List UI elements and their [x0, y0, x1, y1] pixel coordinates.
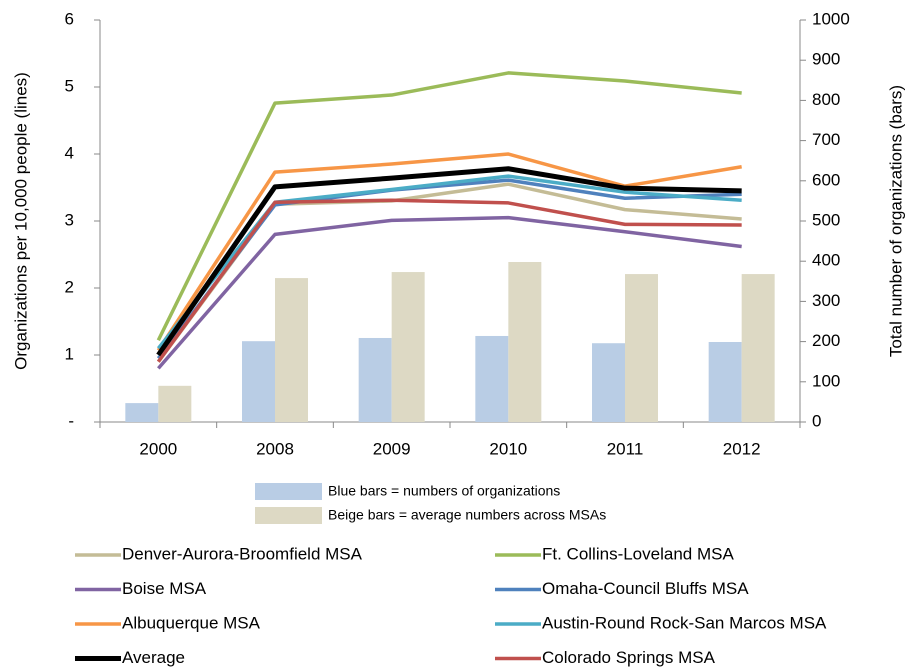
y2-tick-label: 700: [812, 130, 840, 149]
line: [156, 71, 742, 342]
bar: [125, 403, 159, 422]
line: [156, 198, 742, 363]
legend-label: Colorado Springs MSA: [542, 648, 716, 667]
y2-tick-label: 300: [812, 291, 840, 310]
legend-label: Omaha-Council Bluffs MSA: [542, 579, 749, 598]
legend-label: Austin-Round Rock-San Marcos MSA: [542, 613, 827, 632]
y2-tick-label: 500: [812, 210, 840, 229]
bar: [708, 342, 742, 422]
y2-tick-label: 900: [812, 50, 840, 69]
y-tick-label: 3: [65, 210, 74, 229]
bar: [242, 341, 275, 422]
y2-tick-label: 400: [812, 251, 840, 270]
bar: [625, 274, 658, 422]
line: [156, 152, 742, 352]
legend-label: Denver-Aurora-Broomfield MSA: [122, 544, 363, 563]
y2-tick-label: 200: [812, 331, 840, 350]
legend-label: Ft. Collins-Loveland MSA: [542, 544, 734, 563]
y2-axis-label: Total number of organizations (bars): [886, 85, 905, 357]
legend-label: Albuquerque MSA: [122, 613, 261, 632]
y-tick-label: 5: [65, 76, 74, 95]
y-tick-label: -: [68, 411, 74, 430]
x-tick-label: 2008: [256, 439, 294, 458]
y-axis-label: Organizations per 10,000 people (lines): [11, 72, 30, 370]
y2-tick-label: 100: [812, 371, 840, 390]
line: [157, 215, 742, 370]
bar: [358, 337, 392, 422]
legend-label: Average: [122, 648, 185, 667]
x-tick-label: 2012: [723, 439, 761, 458]
line: [156, 166, 742, 357]
legend-label: Beige bars = average numbers across MSAs: [328, 507, 606, 523]
bar: [592, 343, 625, 422]
legend-swatch: [255, 483, 322, 500]
y2-tick-label: 800: [812, 90, 840, 109]
bar: [741, 274, 775, 422]
y-tick-label: 6: [65, 9, 74, 28]
y-tick-label: 1: [65, 344, 74, 363]
y-tick-label: 2: [65, 277, 74, 296]
x-tick-label: 2010: [489, 439, 527, 458]
x-tick-label: 2011: [607, 439, 644, 458]
bar: [391, 272, 425, 422]
y2-tick-label: 1000: [812, 9, 850, 28]
y2-tick-label: 0: [812, 411, 821, 430]
bar: [475, 335, 509, 422]
bar: [275, 278, 308, 422]
y-tick-label: 4: [65, 143, 74, 162]
legend-swatch: [255, 507, 322, 524]
bar: [508, 262, 542, 422]
legend-label: Boise MSA: [122, 579, 207, 598]
x-tick-label: 2009: [373, 439, 411, 458]
bar: [158, 385, 192, 422]
x-tick-label: 2000: [139, 439, 177, 458]
legend-label: Blue bars = numbers of organizations: [328, 483, 560, 499]
y2-tick-label: 600: [812, 170, 840, 189]
